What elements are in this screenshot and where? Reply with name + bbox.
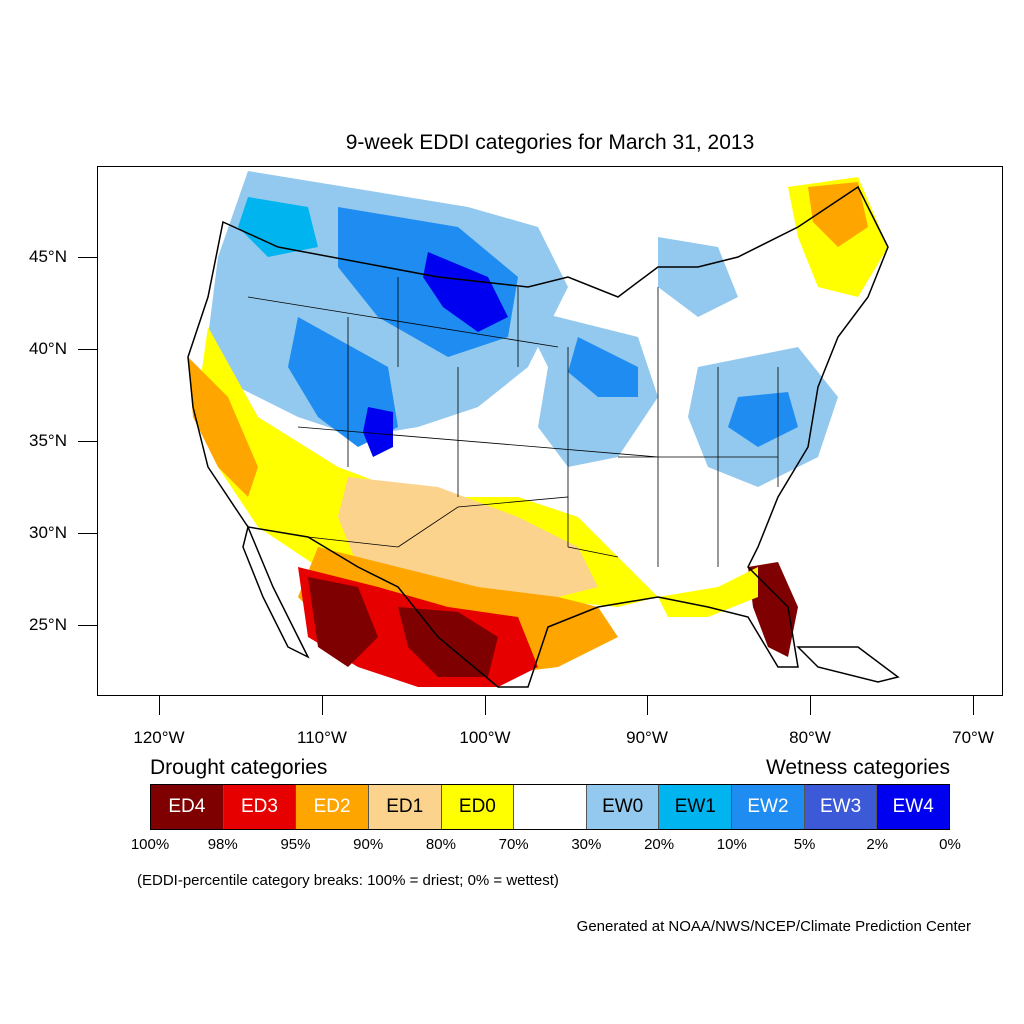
legend-break-label: 5% (793, 836, 816, 853)
state-borders (247, 277, 779, 567)
legend-break-label: 80% (425, 836, 456, 853)
lon-label-80: 80°W (789, 728, 831, 747)
legend-colorbar: ED4 ED3 ED2 ED1 ED0 EW0 EW1 EW2 EW3 EW4 (150, 784, 950, 830)
legend-cell-ed2: ED2 (296, 785, 369, 829)
legend-cell-ed1: ED1 (368, 785, 442, 829)
wet-region-ew4-dakotas (423, 252, 508, 332)
lon-label-70: 70°W (952, 728, 994, 747)
eddi-map (187, 171, 900, 688)
map-title: 9-week EDDI categories for March 31, 201… (345, 131, 755, 154)
mexico-baja-coast (242, 524, 310, 659)
dry-region-ed2-california (188, 357, 258, 497)
legend-break-label: 90% (353, 836, 384, 853)
lat-label-40: 40°N (29, 339, 67, 358)
lon-tick (322, 696, 323, 715)
credit-line: Generated at NOAA/NWS/NCEP/Climate Predi… (576, 918, 971, 935)
lon-tick (810, 696, 811, 715)
legend-break-label: 10% (716, 836, 747, 853)
lon-tick (159, 696, 160, 715)
legend-cell-neutral (514, 785, 587, 829)
lon-label-110: 110°W (297, 728, 347, 747)
wet-region-pacific-nw (238, 197, 318, 257)
legend-break-label: 100% (130, 836, 170, 853)
wet-region-northeast (658, 237, 738, 317)
legend-cell-ed4: ED4 (151, 785, 224, 829)
lon-tick (647, 696, 648, 715)
legend-cell-ed0: ED0 (441, 785, 515, 829)
lon-label-100: 100°W (459, 728, 511, 747)
dry-region-ed4-florida (748, 562, 798, 657)
legend-break-label: 95% (280, 836, 311, 853)
wetness-heading: Wetness categories (765, 756, 950, 779)
legend-break-label: 0% (939, 836, 961, 853)
legend-break-label: 30% (571, 836, 602, 853)
legend-cell-ew1: EW1 (659, 785, 733, 829)
legend-cell-ed3: ED3 (223, 785, 297, 829)
legend-break-label: 2% (866, 836, 889, 853)
dry-region-ed2-maine (808, 182, 868, 247)
legend-cell-ew0: EW0 (586, 785, 660, 829)
wet-region-east-ew2 (728, 392, 798, 447)
dry-region-ed4-mexico (308, 577, 498, 677)
us-outline (187, 185, 889, 688)
legend-break-label: 98% (207, 836, 238, 853)
lat-tick (78, 257, 97, 258)
lat-tick (78, 349, 97, 350)
wet-region-great-lakes-ew2 (568, 337, 638, 397)
wet-region-rockies-ew4 (363, 407, 393, 457)
legend-break-label: 70% (498, 836, 529, 853)
drought-heading: Drought categories (150, 756, 328, 779)
lat-tick (78, 441, 97, 442)
legend-cell-ew2: EW2 (732, 785, 805, 829)
lat-tick (78, 625, 97, 626)
lon-tick (485, 696, 486, 715)
lat-label-35: 35°N (29, 431, 67, 450)
legend-cell-ew4: EW4 (877, 785, 950, 829)
cuba-outline (796, 646, 900, 683)
lon-label-120: 120°W (133, 728, 185, 747)
lat-label-25: 25°N (29, 615, 67, 634)
lat-label-45: 45°N (29, 247, 67, 266)
category-note: (EDDI-percentile category breaks: 100% =… (137, 872, 559, 889)
legend-break-label: 20% (644, 836, 675, 853)
lon-label-90: 90°W (626, 728, 668, 747)
map-panel (97, 166, 1003, 696)
lat-tick (78, 533, 97, 534)
dry-region-ed0-southeast (658, 567, 758, 617)
lat-label-30: 30°N (29, 523, 67, 542)
lon-tick (973, 696, 974, 715)
legend-cell-ew3: EW3 (804, 785, 878, 829)
